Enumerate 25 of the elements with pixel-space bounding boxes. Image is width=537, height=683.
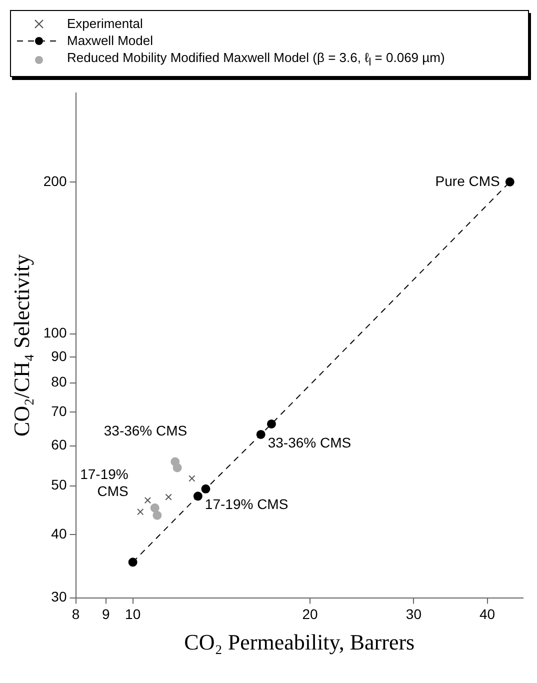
y-axis-title: CO₂/CH₄ Selectivity [8, 254, 34, 436]
legend-label: Maxwell Model [67, 32, 153, 49]
y-tick-label: 70 [51, 402, 67, 418]
annotation: Pure CMS [435, 172, 500, 188]
annotation: 33-36% CMS [104, 422, 188, 438]
x-tick-label: 20 [302, 606, 318, 622]
x-axis-title: CO₂ Permeability, Barrers [184, 629, 415, 654]
y-tick-label: 80 [51, 373, 67, 390]
y-tick-label: 40 [51, 525, 67, 542]
y-tick-label: 60 [51, 436, 67, 452]
annotation: 17-19% CMS [80, 466, 128, 499]
x-tick-label: 30 [406, 606, 422, 622]
y-tick-label: 90 [51, 347, 67, 364]
y-tick-label: 100 [43, 324, 67, 340]
annotation: 17-19% CMS [204, 496, 288, 512]
y-tick-label: 30 [51, 588, 67, 604]
legend-label: Experimental [67, 15, 143, 32]
x-tick-label: 8 [72, 606, 80, 622]
x-tick-label: 10 [125, 606, 141, 622]
y-tick-label: 50 [51, 476, 67, 492]
x-tick-label: 40 [479, 606, 496, 622]
y-tick-label: 200 [43, 172, 67, 188]
legend-label: Reduced Mobility Modified Maxwell Model (β = 3.6, ℓ$_{l}$ = 0.069 µm) [67, 49, 445, 71]
annotation: 33-36% CMS [268, 434, 352, 450]
x-tick-label: 9 [102, 606, 110, 622]
